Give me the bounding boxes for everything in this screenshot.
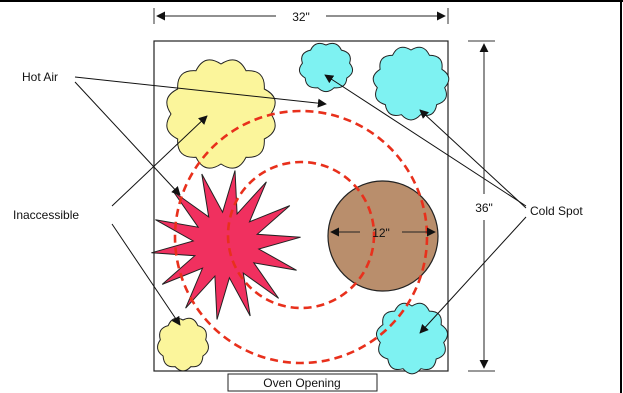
oven-opening-label: Oven Opening bbox=[263, 376, 340, 390]
heat-ring-inner bbox=[226, 160, 376, 310]
hot-air-blob-small bbox=[157, 317, 209, 372]
hot-air-label: Hot Air bbox=[22, 70, 58, 84]
oven-opening-box bbox=[227, 373, 378, 392]
cold-spot-blob-top-left bbox=[298, 42, 354, 93]
cold-spot-label: Cold Spot bbox=[530, 204, 583, 218]
pizza-stone bbox=[327, 180, 439, 292]
height-label: 36" bbox=[475, 201, 493, 215]
stone-diameter-label: 12" bbox=[372, 226, 390, 240]
cold-spot-callouts bbox=[324, 74, 527, 334]
cold-spot-blob-top-right bbox=[372, 46, 450, 121]
inaccessible-label: Inaccessible bbox=[13, 208, 79, 222]
height-dimension: 36" bbox=[468, 40, 495, 372]
width-dimension: 32" bbox=[153, 8, 449, 24]
heat-ring-outer bbox=[173, 109, 429, 365]
inaccessible-callouts bbox=[111, 115, 208, 326]
stone-diameter-dimension: 12" bbox=[330, 226, 436, 240]
width-label: 32" bbox=[292, 10, 310, 24]
hot-air-callouts bbox=[74, 76, 327, 196]
hot-air-blob-large bbox=[166, 59, 276, 169]
fire-burst bbox=[151, 170, 301, 320]
